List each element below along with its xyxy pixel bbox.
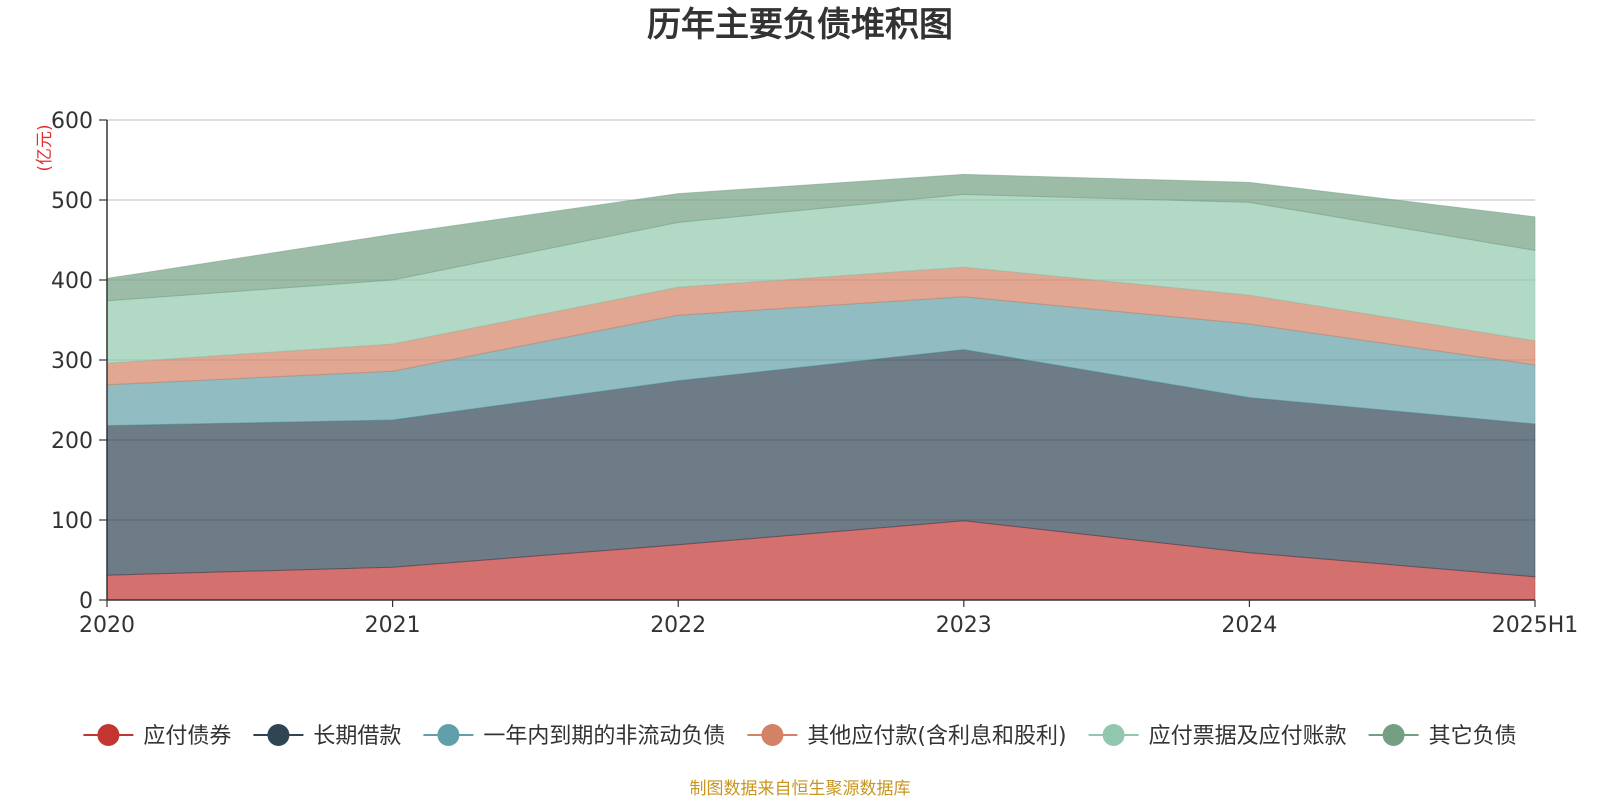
y-tick-label: 200 <box>51 429 93 454</box>
legend-label: 应付票据及应付账款 <box>1149 724 1347 749</box>
y-tick-label: 300 <box>51 349 93 374</box>
y-tick-label: 0 <box>79 589 93 614</box>
data-source-note: 制图数据来自恒生聚源数据库 <box>690 779 911 799</box>
legend-item-4[interactable]: 应付票据及应付账款 <box>1088 724 1347 749</box>
x-tick-label: 2021 <box>365 613 421 638</box>
y-tick-label: 400 <box>51 269 93 294</box>
legend-marker <box>1382 724 1405 746</box>
axes: 0 100 200 300 400 500 600 2020 2021 2022 2023 2024 2… <box>51 109 1578 638</box>
legend-item-2[interactable]: 一年内到期的非流动负债 <box>423 724 725 749</box>
legend-marker <box>267 724 290 746</box>
legend-label: 其他应付款(含利息和股利) <box>807 724 1066 749</box>
x-tick-label: 2020 <box>79 613 135 638</box>
legend-item-3[interactable]: 其他应付款(含利息和股利) <box>747 724 1067 749</box>
area-series-5 <box>106 173 1536 302</box>
x-tick-label: 2022 <box>650 613 706 638</box>
legend-label: 其它负债 <box>1429 724 1517 749</box>
legend-marker <box>437 724 460 746</box>
chart-title: 历年主要负债堆积图 <box>647 5 953 45</box>
legend-item-5[interactable]: 其它负债 <box>1368 724 1517 749</box>
legend-marker <box>761 724 784 746</box>
y-tick-label: 100 <box>51 509 93 534</box>
x-tick-label: 2025H1 <box>1492 613 1579 638</box>
legend-item-1[interactable]: 长期借款 <box>253 724 401 749</box>
legend: 应付债券 长期借款 一年内到期的非流动负债 其他应付款(含利息和股利) 应付票据及应付账… <box>83 724 1517 749</box>
y-axis-unit-label: (亿元) <box>35 124 55 171</box>
x-tick-label: 2024 <box>1221 613 1277 638</box>
legend-marker <box>97 724 120 746</box>
y-tick-label: 500 <box>51 189 93 214</box>
legend-item-0[interactable]: 应付债券 <box>83 724 231 749</box>
area-series-group <box>106 173 1536 601</box>
legend-label: 长期借款 <box>313 724 401 749</box>
y-tick-label: 600 <box>51 109 93 134</box>
x-tick-label: 2023 <box>936 613 992 638</box>
legend-label: 一年内到期的非流动负债 <box>483 724 725 749</box>
legend-marker <box>1102 724 1125 746</box>
legend-label: 应付债券 <box>143 724 231 749</box>
